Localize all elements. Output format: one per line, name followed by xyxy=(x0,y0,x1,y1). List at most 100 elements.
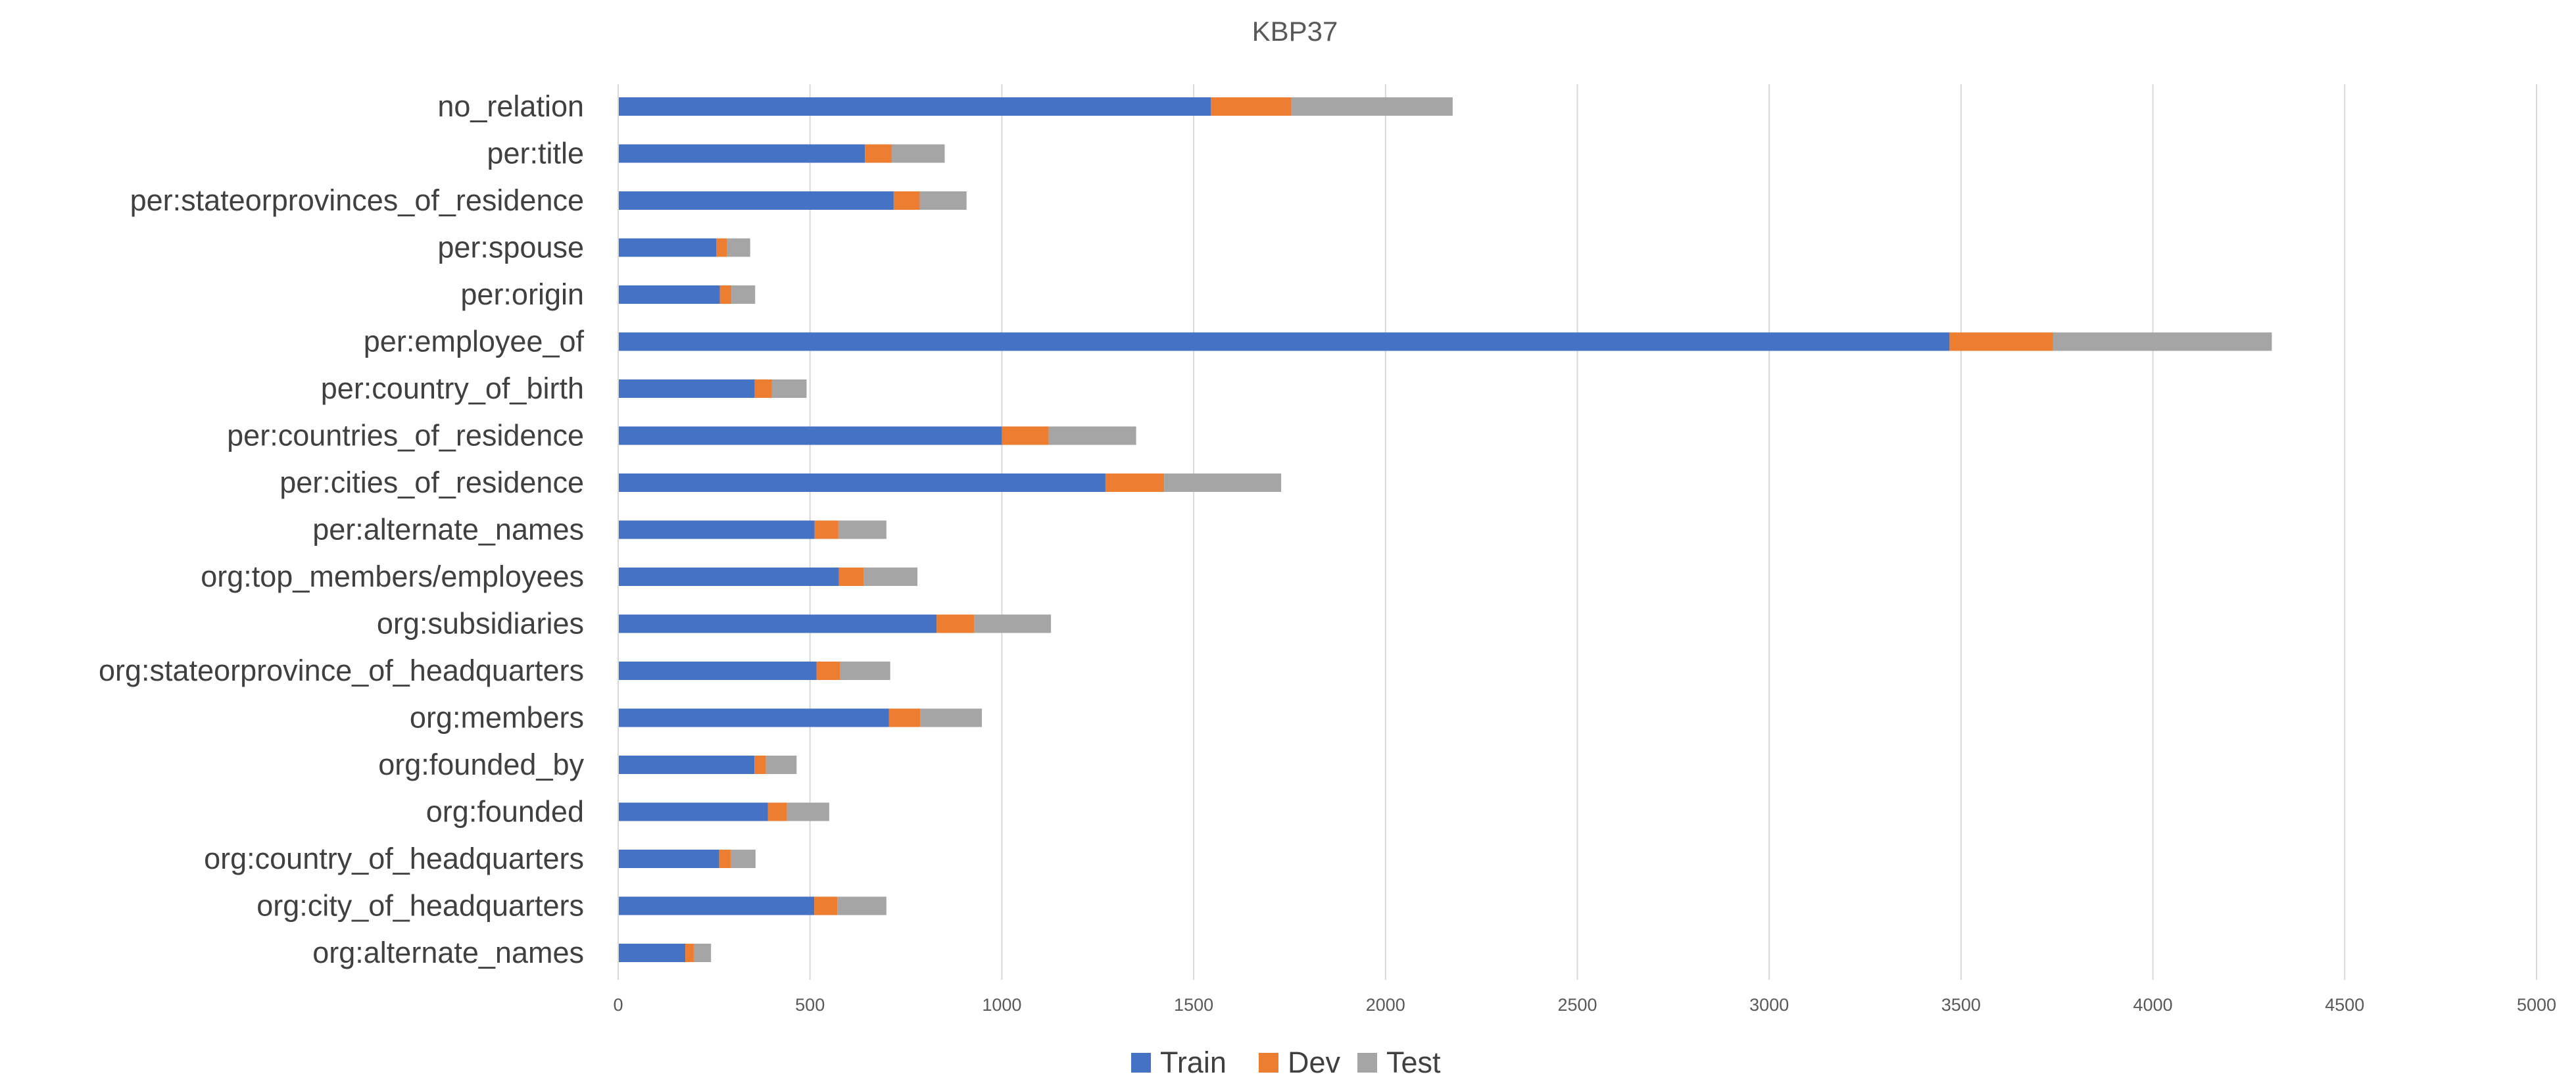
legend-swatch-dev xyxy=(1259,1053,1278,1073)
bar-train-14 xyxy=(618,756,755,774)
bar-test-11 xyxy=(974,614,1052,633)
bar-test-8 xyxy=(1164,473,1282,492)
category-label-17: org:city_of_headquarters xyxy=(256,889,584,923)
bar-dev-7 xyxy=(1002,426,1049,445)
category-label-0: no_relation xyxy=(437,89,584,123)
bar-train-8 xyxy=(618,473,1106,492)
bar-test-5 xyxy=(2053,332,2272,351)
bar-test-9 xyxy=(838,520,887,539)
x-tick-label-2000: 2000 xyxy=(1366,995,1405,1015)
category-label-8: per:cities_of_residence xyxy=(279,466,584,499)
bar-test-14 xyxy=(766,756,797,774)
bar-train-15 xyxy=(618,802,768,821)
bar-dev-12 xyxy=(816,662,840,680)
bar-train-13 xyxy=(618,708,889,727)
bar-train-4 xyxy=(618,285,720,304)
x-tick-label-5000: 5000 xyxy=(2517,995,2556,1015)
bar-test-6 xyxy=(771,379,807,398)
category-label-16: org:country_of_headquarters xyxy=(204,842,584,875)
bar-train-7 xyxy=(618,426,1002,445)
bar-test-1 xyxy=(891,144,945,163)
bar-dev-4 xyxy=(719,285,732,304)
category-label-4: per:origin xyxy=(460,278,584,311)
bars xyxy=(618,97,2272,962)
bar-dev-13 xyxy=(888,708,921,727)
x-tick-label-500: 500 xyxy=(795,995,825,1015)
category-label-7: per:countries_of_residence xyxy=(227,419,584,452)
x-tick-label-2500: 2500 xyxy=(1557,995,1597,1015)
category-label-6: per:country_of_birth xyxy=(321,372,584,405)
bar-train-2 xyxy=(618,191,894,210)
x-tick-label-4000: 4000 xyxy=(2133,995,2173,1015)
bar-test-12 xyxy=(840,662,890,680)
bar-test-15 xyxy=(787,802,829,821)
legend: Train Dev Test xyxy=(1131,1046,1441,1079)
bar-test-18 xyxy=(693,944,712,962)
bar-train-1 xyxy=(618,144,865,163)
bar-train-5 xyxy=(618,332,1950,351)
bar-dev-16 xyxy=(719,850,731,868)
bar-dev-0 xyxy=(1211,97,1292,116)
bar-dev-6 xyxy=(754,379,772,398)
bar-test-16 xyxy=(730,850,756,868)
legend-label-train: Train xyxy=(1160,1046,1227,1079)
category-label-18: org:alternate_names xyxy=(312,936,584,969)
bar-train-17 xyxy=(618,896,815,915)
category-label-15: org:founded xyxy=(426,795,584,829)
category-label-10: org:top_members/employees xyxy=(201,560,584,593)
category-label-9: per:alternate_names xyxy=(312,513,584,546)
bar-test-7 xyxy=(1048,426,1136,445)
bar-train-18 xyxy=(618,944,686,962)
x-tick-label-1500: 1500 xyxy=(1174,995,1213,1015)
bar-dev-5 xyxy=(1949,332,2053,351)
bar-test-4 xyxy=(731,285,756,304)
category-label-11: org:subsidiaries xyxy=(377,607,584,641)
legend-label-dev: Dev xyxy=(1288,1046,1341,1079)
bar-train-11 xyxy=(618,614,937,633)
bar-test-13 xyxy=(920,708,983,727)
bar-train-0 xyxy=(618,97,1211,116)
category-label-2: per:stateorprovinces_of_residence xyxy=(130,183,584,217)
bar-dev-18 xyxy=(685,944,694,962)
bar-dev-1 xyxy=(865,144,892,163)
bar-dev-11 xyxy=(936,614,975,633)
bar-test-17 xyxy=(837,896,887,915)
category-label-1: per:title xyxy=(487,137,584,170)
legend-label-test: Test xyxy=(1386,1046,1441,1079)
bar-dev-17 xyxy=(814,896,838,915)
x-tick-label-1000: 1000 xyxy=(982,995,1021,1015)
x-tick-label-0: 0 xyxy=(613,995,623,1015)
bar-train-10 xyxy=(618,568,839,586)
bar-dev-9 xyxy=(814,520,838,539)
bar-test-2 xyxy=(919,191,967,210)
bar-dev-14 xyxy=(754,756,766,774)
category-label-5: per:employee_of xyxy=(364,325,585,358)
legend-swatch-train xyxy=(1131,1053,1151,1073)
category-label-14: org:founded_by xyxy=(378,748,584,781)
bar-train-16 xyxy=(618,850,719,868)
x-tick-label-3000: 3000 xyxy=(1749,995,1789,1015)
category-label-12: org:stateorprovince_of_headquarters xyxy=(99,654,584,687)
bar-train-3 xyxy=(618,238,717,257)
bar-train-9 xyxy=(618,520,815,539)
bar-train-6 xyxy=(618,379,755,398)
category-label-13: org:members xyxy=(410,701,584,735)
bar-test-0 xyxy=(1291,97,1453,116)
x-tick-label-3500: 3500 xyxy=(1941,995,1981,1015)
bar-train-12 xyxy=(618,662,817,680)
bar-dev-10 xyxy=(838,568,864,586)
x-tick-labels: 0 500 1000 1500 2000 2500 3000 3500 4000 4500 5000 xyxy=(613,995,2556,1015)
bar-dev-2 xyxy=(893,191,920,210)
bar-test-10 xyxy=(863,568,918,586)
bar-test-3 xyxy=(727,238,750,257)
x-tick-label-4500: 4500 xyxy=(2325,995,2364,1015)
bar-dev-15 xyxy=(767,802,787,821)
bar-dev-3 xyxy=(716,238,727,257)
gridlines xyxy=(809,84,2537,980)
legend-swatch-test xyxy=(1357,1053,1377,1073)
category-label-3: per:spouse xyxy=(437,231,584,264)
bar-dev-8 xyxy=(1105,473,1165,492)
category-labels: no_relation per:title per:stateorprovinces… xyxy=(99,89,584,969)
